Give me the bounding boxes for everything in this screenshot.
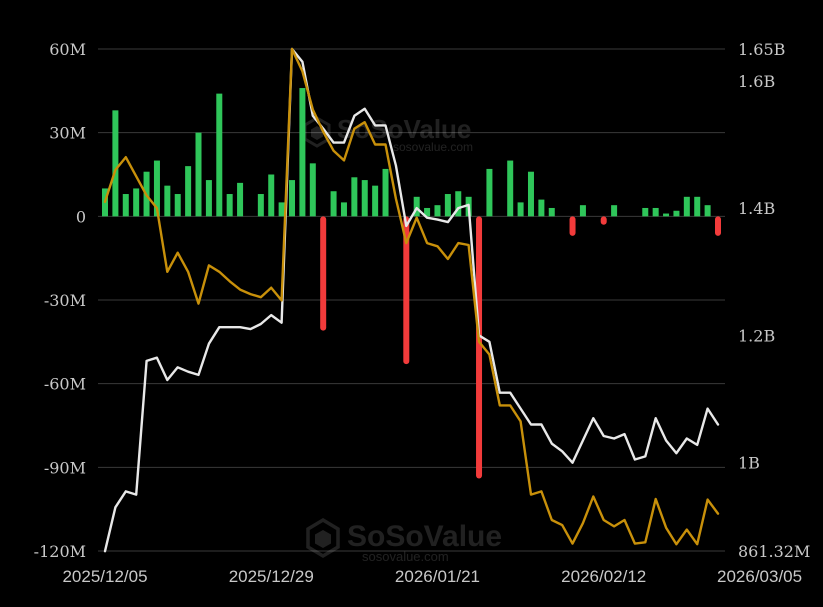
flow-bar-1 [112, 110, 119, 217]
left-tick-label: -60M [44, 375, 86, 394]
flow-bar-29 [403, 216, 410, 365]
white-series-line [103, 47, 720, 553]
flow-bar-26 [372, 185, 379, 217]
flow-bar-55 [673, 210, 680, 217]
right-tick-label: 1.65B [738, 40, 785, 59]
flow-bar-40 [517, 202, 524, 217]
flow-bar-52 [642, 207, 649, 217]
flow-bar-11 [216, 93, 223, 217]
left-tick-label: -120M [34, 542, 86, 561]
flow-bar-10 [205, 180, 212, 217]
watermark-brand-bottom: SoSoValue [347, 520, 502, 553]
left-axis: 60M 30M 0 -30M -60M -90M -120M [34, 40, 86, 561]
watermark-url-bottom: sosovalue.com [362, 549, 449, 564]
watermark-brand-top: SoSoValue [337, 114, 471, 144]
sosovalue-logo-icon [306, 517, 340, 559]
x-tick-label: 2025/12/05 [62, 567, 147, 586]
flow-bar-53 [652, 207, 659, 217]
flow-bar-15 [257, 194, 264, 217]
left-tick-label: 30M [49, 124, 86, 143]
series-lines [103, 47, 720, 553]
flow-bar-32 [434, 205, 441, 217]
flow-bar-58 [704, 205, 711, 217]
flow-bar-46 [579, 205, 586, 217]
x-tick-label: 2026/01/21 [395, 567, 480, 586]
flow-bar-13 [237, 182, 244, 217]
flow-bar-19 [299, 88, 306, 217]
flow-bar-43 [548, 207, 555, 217]
flow-bar-54 [663, 213, 670, 217]
gold-series-line [103, 47, 720, 546]
flow-bar-8 [185, 166, 192, 217]
flow-bar-2 [122, 194, 129, 217]
flow-bar-22 [330, 191, 337, 217]
watermark: SoSoValue sosovalue.com SoSoValue sosova… [303, 114, 502, 564]
flow-bar-9 [195, 132, 202, 217]
flow-bar-34 [455, 191, 462, 217]
flow-bar-25 [361, 180, 368, 217]
left-tick-label: -30M [44, 291, 86, 310]
right-tick-label: 861.32M [738, 542, 810, 561]
flow-bar-48 [600, 216, 607, 225]
left-tick-label: 60M [49, 40, 86, 59]
right-tick-label: 1.2B [738, 326, 775, 345]
flow-bar-59 [715, 216, 721, 236]
flow-bar-42 [538, 199, 545, 217]
flow-bar-30 [413, 196, 420, 217]
flow-bar-31 [424, 207, 431, 217]
flow-bar-45 [569, 216, 576, 236]
x-axis: 2025/12/05 2025/12/29 2026/01/21 2026/02/12… [62, 567, 802, 586]
x-tick-label: 2025/12/29 [229, 567, 314, 586]
flow-bar-57 [694, 196, 701, 217]
flow-bar-21 [320, 216, 327, 331]
watermark-url-top: sosovalue.com [393, 140, 473, 154]
flow-bar-20 [309, 163, 316, 217]
flow-bar-18 [289, 180, 296, 217]
flow-bar-27 [382, 168, 389, 217]
right-tick-label: 1.4B [738, 199, 775, 218]
flow-bar-39 [507, 160, 514, 217]
flow-bar-7 [174, 194, 181, 217]
flow-bar-56 [683, 196, 690, 217]
flow-bar-12 [226, 194, 233, 217]
right-tick-label: 1.6B [738, 72, 775, 91]
flow-bar-24 [351, 177, 358, 217]
right-axis: 1.65B 1.6B 1.4B 1.2B 1B 861.32M [738, 40, 810, 561]
x-tick-label: 2026/03/05 [717, 567, 802, 586]
flow-bar-41 [527, 171, 534, 217]
flow-bar-36 [476, 216, 483, 479]
flow-bar-3 [133, 188, 140, 217]
flow-bar-49 [611, 205, 618, 217]
flow-bar-33 [444, 194, 451, 217]
flow-bar-17 [278, 202, 285, 217]
left-tick-label: 0 [76, 207, 86, 226]
flow-bar-6 [164, 185, 171, 217]
flow-bar-37 [486, 168, 493, 217]
flow-bar-16 [268, 174, 275, 217]
flow-bar-23 [340, 202, 347, 217]
left-tick-label: -90M [44, 458, 86, 477]
x-tick-label: 2026/02/12 [561, 567, 646, 586]
right-tick-label: 1B [738, 454, 760, 473]
flow-bar-5 [153, 160, 160, 217]
